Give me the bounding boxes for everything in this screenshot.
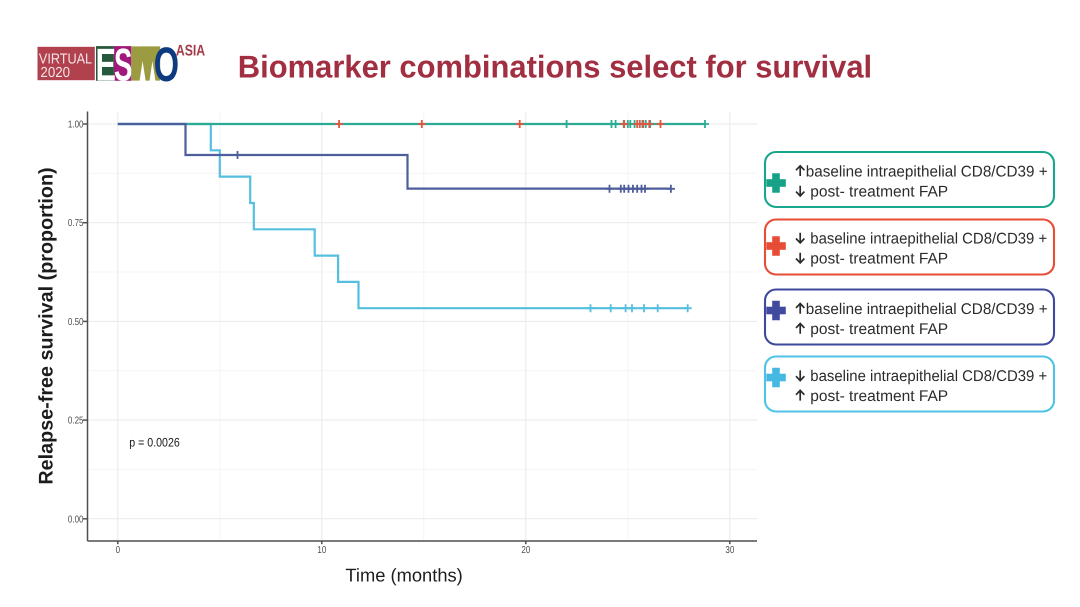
svg-text:baseline intraepithelial CD8/C: baseline intraepithelial CD8/CD39 + (806, 163, 1048, 180)
svg-text:0.75: 0.75 (68, 218, 84, 229)
svg-text:post- treatment FAP: post- treatment FAP (810, 388, 948, 405)
svg-text:E: E (96, 38, 116, 90)
svg-text:1.00: 1.00 (68, 120, 84, 131)
svg-text:Biomarker combinations select: Biomarker combinations select for surviv… (238, 49, 872, 85)
svg-text:VIRTUAL: VIRTUAL (39, 52, 92, 68)
svg-text:0.00: 0.00 (68, 514, 84, 525)
svg-text:0.50: 0.50 (68, 317, 84, 328)
svg-text:2020: 2020 (40, 65, 70, 81)
svg-text:0: 0 (116, 545, 121, 556)
svg-text:post- treatment FAP: post- treatment FAP (810, 250, 948, 267)
svg-text:baseline intraepithelial CD8/C: baseline intraepithelial CD8/CD39 + (810, 368, 1047, 385)
svg-text:0.25: 0.25 (68, 416, 84, 427)
svg-text:Time (months): Time (months) (345, 564, 462, 585)
svg-text:p = 0.0026: p = 0.0026 (129, 436, 180, 450)
svg-text:30: 30 (725, 545, 734, 556)
svg-text:20: 20 (521, 545, 530, 556)
svg-text:O: O (154, 38, 179, 92)
svg-text:Relapse-free survival (proport: Relapse-free survival (proportion) (36, 167, 58, 484)
svg-text:10: 10 (317, 545, 326, 556)
svg-text:post- treatment FAP: post- treatment FAP (810, 183, 948, 200)
svg-text:ASIA: ASIA (176, 42, 205, 59)
svg-text:baseline intraepithelial CD8/C: baseline intraepithelial CD8/CD39 + (810, 230, 1047, 247)
svg-text:baseline intraepithelial CD8/C: baseline intraepithelial CD8/CD39 + (806, 301, 1048, 318)
svg-text:S: S (114, 38, 132, 90)
svg-text:post- treatment FAP: post- treatment FAP (810, 321, 948, 338)
